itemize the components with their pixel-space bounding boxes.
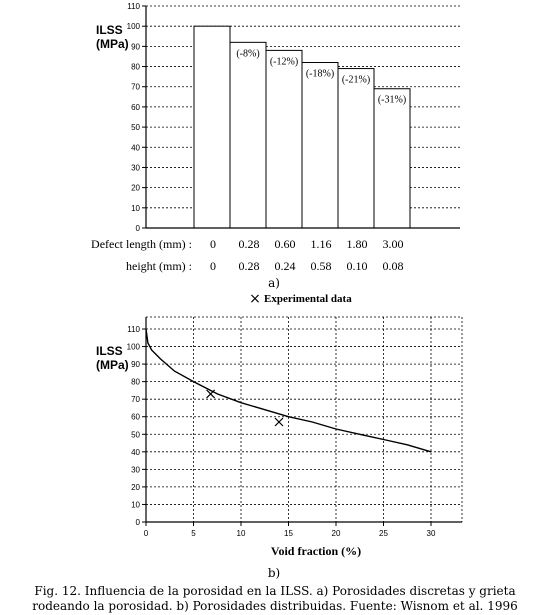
chart-b-x-tick-label: 0 <box>144 529 149 538</box>
chart-a-y-tick-label: 30 <box>131 163 140 172</box>
chart-b-x-tick-label: 5 <box>191 529 196 538</box>
figure-caption-line-1: Fig. 12. Influencia de la porosidad en l… <box>34 584 516 598</box>
chart-a-row-value: 0.08 <box>383 259 404 273</box>
chart-a-bar-label: (-8%) <box>236 48 259 59</box>
chart-b-experimental-point <box>274 417 284 427</box>
chart-a-y-tick-label: 50 <box>131 123 140 132</box>
chart-a-y-tick-label: 100 <box>127 22 141 31</box>
chart-a-bar-label: (-31%) <box>378 95 406 106</box>
chart-a-bar-label: (-18%) <box>306 69 334 80</box>
chart-a-y-tick-label: 20 <box>131 184 140 193</box>
chart-a-y-tick-label: 110 <box>127 2 140 11</box>
chart-a-row-value: 0 <box>210 259 216 273</box>
chart-b-y-axis-label: ILSS <box>96 344 123 358</box>
chart-b-y-tick-label: 90 <box>131 360 140 369</box>
chart-b-y-tick-label: 30 <box>131 465 140 474</box>
chart-b-x-axis-label: Void fraction (%) <box>271 544 361 558</box>
chart-a-row-label: Defect length (mm) : <box>91 237 192 251</box>
chart-a-row-value: 0.24 <box>275 259 296 273</box>
chart-a-bar-label: (-21%) <box>342 75 370 86</box>
chart-a-row-value: 0.58 <box>311 259 332 273</box>
chart-b-y-tick-label: 50 <box>131 430 140 439</box>
chart-a-row-value: 0.28 <box>239 237 260 251</box>
chart-b-legend-label: Experimental data <box>264 293 352 305</box>
chart-a-bar <box>373 88 411 229</box>
chart-b-x-tick-label: 30 <box>427 529 436 538</box>
chart-a-bar <box>337 68 375 229</box>
chart-b-y-tick-label: 10 <box>131 500 140 509</box>
chart-b-scatter-chart: × Experimental dataILSS(MPa)0102030405060… <box>96 291 463 558</box>
chart-b-y-tick-label: 20 <box>131 483 140 492</box>
chart-a-bar <box>193 25 231 229</box>
chart-b-experimental-point <box>206 389 216 399</box>
chart-b-x-tick-label: 20 <box>332 529 341 538</box>
chart-b-y-tick-label: 60 <box>131 413 140 422</box>
chart-b-sublabel: b) <box>267 566 281 580</box>
chart-a-row-value: 1.80 <box>347 237 368 251</box>
chart-a-y-axis-label-unit: (MPa) <box>96 37 129 51</box>
figure-caption-line-2: rodeando la porosidad. b) Porosidades di… <box>32 599 518 613</box>
chart-a-y-tick-label: 80 <box>131 63 140 72</box>
chart-b-y-axis-label-unit: (MPa) <box>96 358 129 372</box>
chart-a-row-value: 0.60 <box>275 237 296 251</box>
chart-b-y-tick-label: 0 <box>136 518 141 527</box>
chart-b-y-tick-label: 100 <box>127 343 141 352</box>
chart-a-bar-label: (-12%) <box>270 56 298 67</box>
chart-a-row-value: 0 <box>210 237 216 251</box>
chart-b-y-tick-label: 80 <box>131 378 140 387</box>
chart-a-y-tick-label: 0 <box>136 224 141 233</box>
chart-a-row-value: 3.00 <box>383 237 404 251</box>
chart-a-bar <box>265 49 303 229</box>
chart-b-y-tick-label: 40 <box>131 448 140 457</box>
chart-a-bar-chart: ILSS(MPa) 0 10 20 30 40 50 60 70 80 90 100 110 (-8%) (… <box>91 2 460 273</box>
chart-a-row-label: height (mm) : <box>126 259 192 273</box>
chart-b-model-curve <box>145 328 432 453</box>
chart-b-legend-marker: × <box>249 291 261 307</box>
chart-a-y-tick-label: 90 <box>131 42 140 51</box>
chart-a-y-axis-label: ILSS <box>96 23 123 37</box>
chart-a-row-value: 0.10 <box>347 259 368 273</box>
chart-a-y-tick-label: 70 <box>131 83 140 92</box>
chart-a-row-value: 1.16 <box>311 237 332 251</box>
chart-b-y-tick-label: 110 <box>127 325 140 334</box>
chart-b-x-tick-label: 25 <box>379 529 388 538</box>
chart-a-y-tick-label: 60 <box>131 103 140 112</box>
chart-a-sublabel: a) <box>268 276 280 290</box>
chart-b-y-tick-label: 70 <box>131 395 140 404</box>
chart-b-x-tick-label: 10 <box>237 529 246 538</box>
chart-b-x-tick-label: 15 <box>284 529 293 538</box>
chart-a-y-tick-label: 40 <box>131 143 140 152</box>
chart-a-y-tick-label: 10 <box>131 204 140 213</box>
chart-a-row-value: 0.28 <box>239 259 260 273</box>
